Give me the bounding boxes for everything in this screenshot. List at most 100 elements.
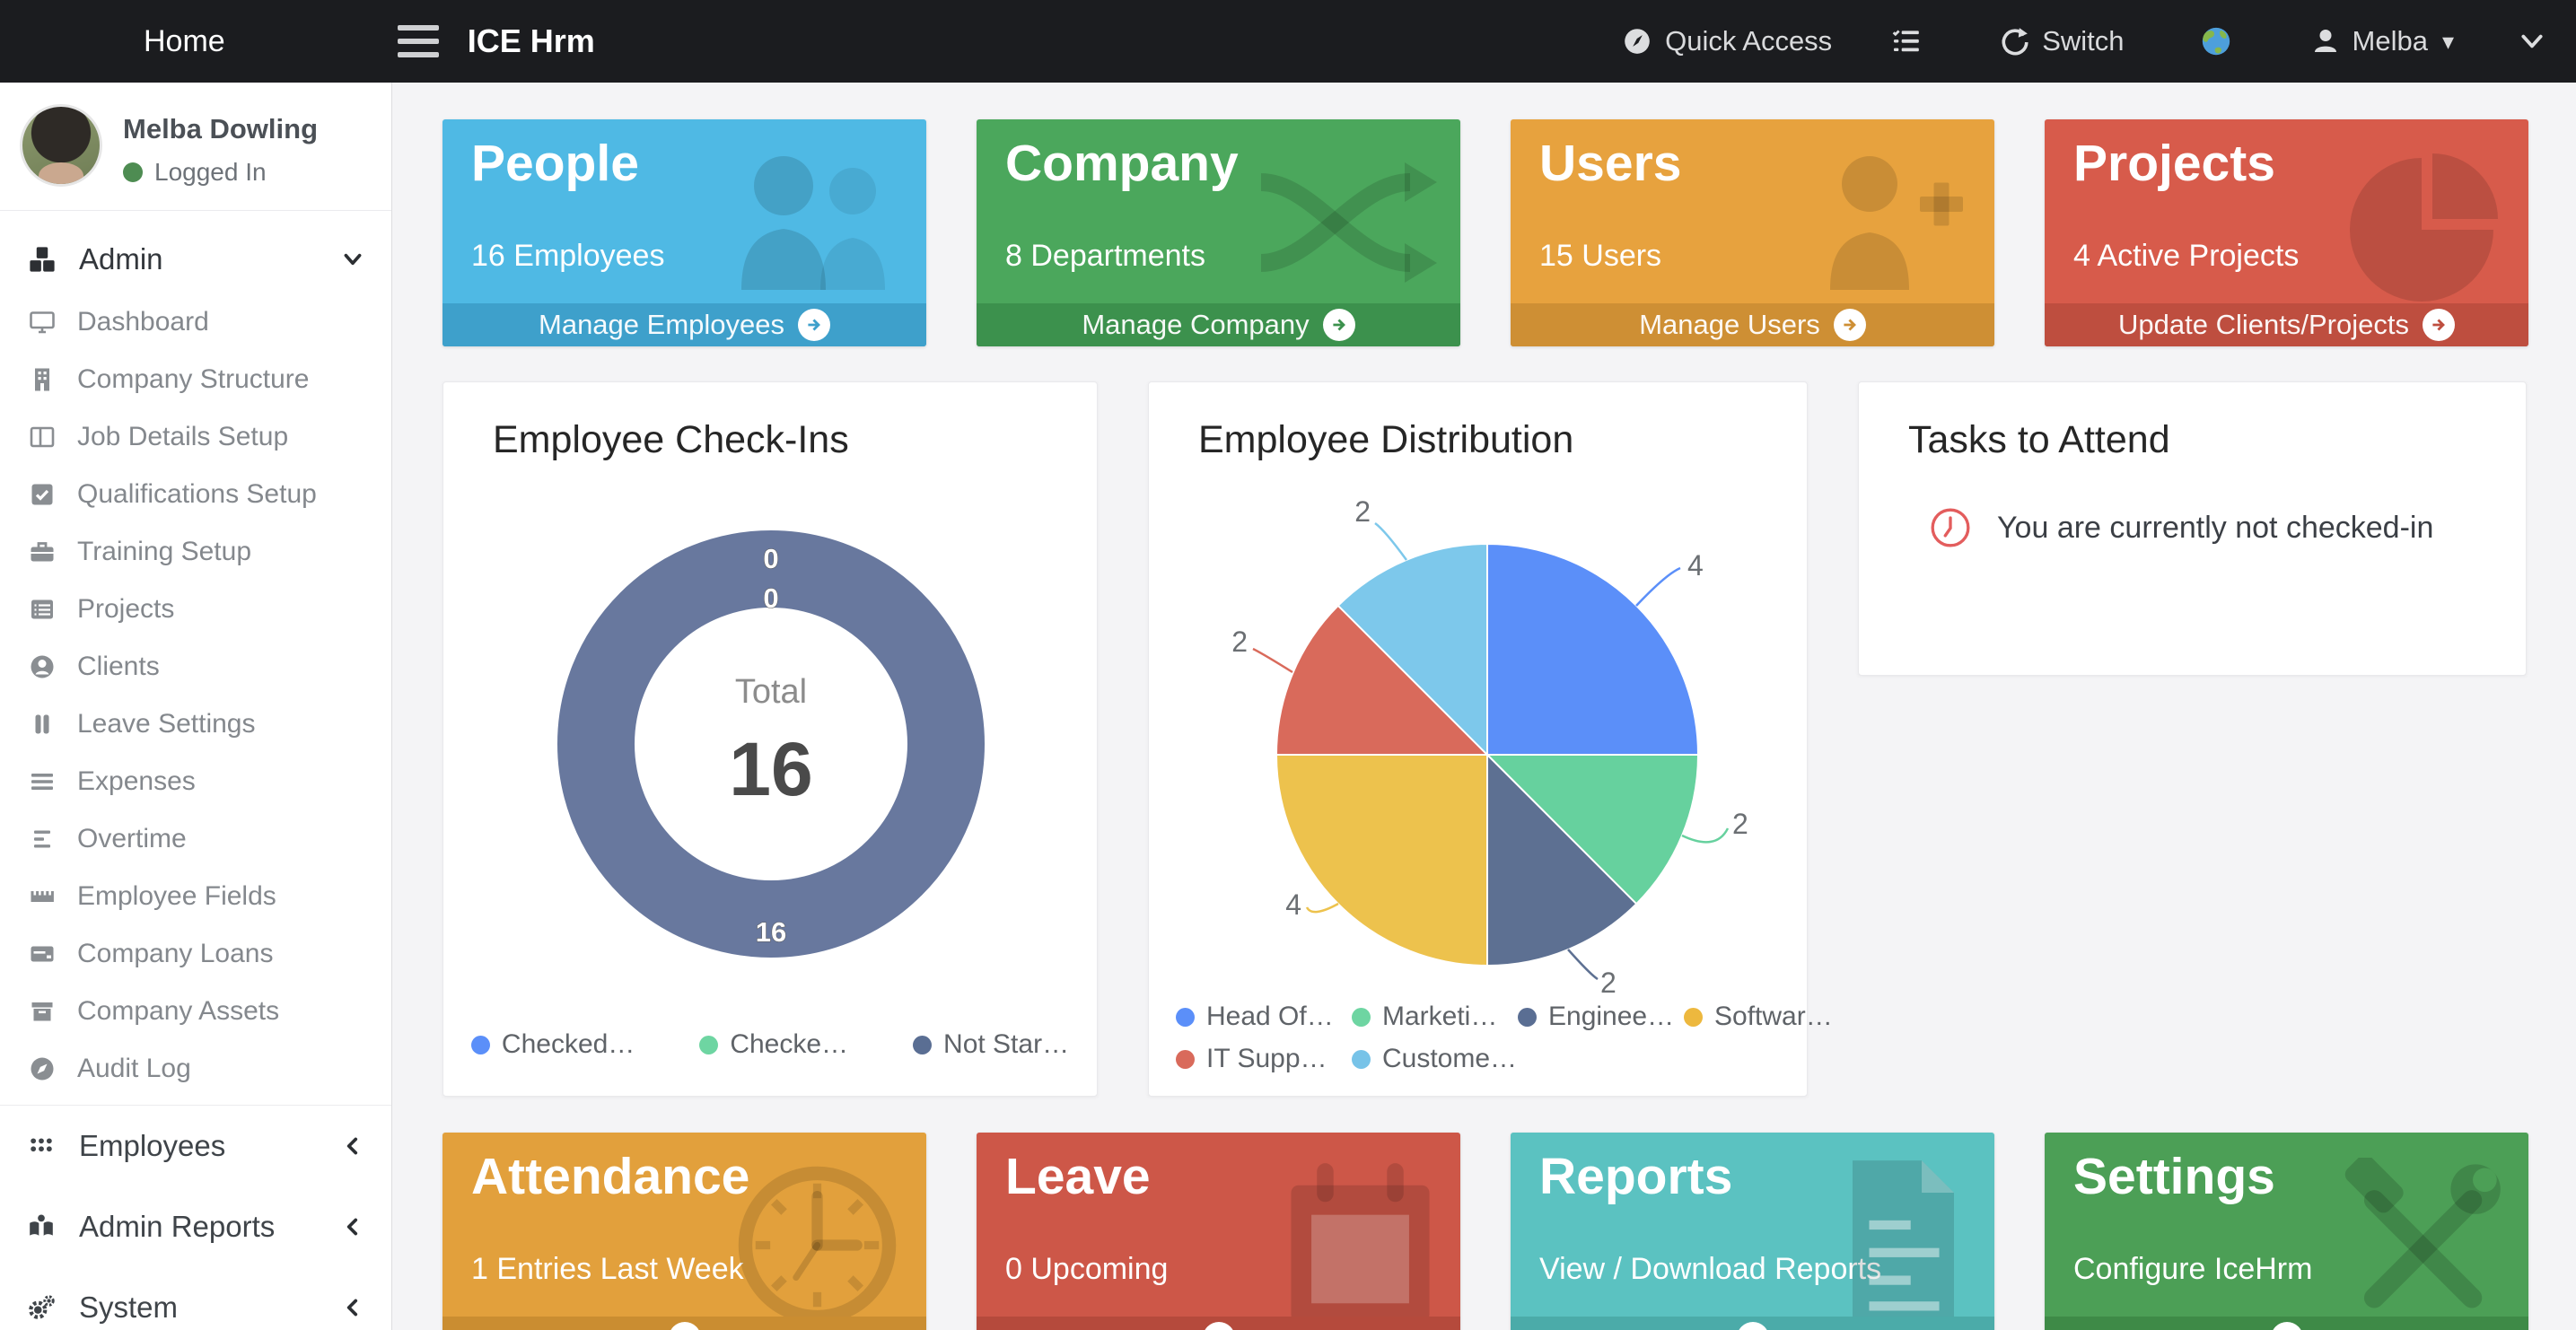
manage-users-link[interactable]: Manage Users bbox=[1511, 303, 1994, 346]
sidebar-section-admin-reports[interactable]: Admin Reports bbox=[0, 1186, 391, 1267]
reports-footer-link[interactable] bbox=[1511, 1317, 1994, 1330]
svg-text:0: 0 bbox=[763, 543, 778, 574]
svg-text:16: 16 bbox=[729, 727, 812, 811]
chart-title: Employee Check-Ins bbox=[493, 418, 849, 461]
columns-icon bbox=[29, 424, 56, 451]
sidebar-item-employee-fields[interactable]: Employee Fields bbox=[0, 868, 391, 925]
nav-home-link[interactable]: Home bbox=[144, 23, 225, 58]
sidebar-item-overtime[interactable]: Overtime bbox=[0, 810, 391, 868]
card-title: Attendance bbox=[471, 1148, 750, 1205]
sidebar-item-projects[interactable]: Projects bbox=[0, 581, 391, 638]
legend-item[interactable]: Custome… bbox=[1352, 1044, 1518, 1074]
switch-button[interactable]: Switch bbox=[1999, 25, 2125, 57]
sidebar-section-employees[interactable]: Employees bbox=[0, 1106, 391, 1186]
arrow-right-icon bbox=[1736, 1322, 1769, 1330]
card-subtitle: 0 Upcoming bbox=[1005, 1252, 1169, 1286]
projects-card[interactable]: Projects 4 Active Projects Update Client… bbox=[2045, 119, 2528, 346]
attendance-footer-link[interactable] bbox=[442, 1317, 926, 1330]
arrow-right-icon bbox=[668, 1322, 701, 1330]
language-globe-icon[interactable] bbox=[2200, 25, 2232, 57]
sidebar-item-company-structure[interactable]: Company Structure bbox=[0, 351, 391, 408]
legend-dot bbox=[699, 1035, 719, 1054]
card-subtitle: Configure IceHrm bbox=[2073, 1252, 2313, 1286]
arrow-right-icon bbox=[798, 309, 830, 341]
legend-item[interactable]: Softwar… bbox=[1684, 1002, 1850, 1032]
arrow-right-icon bbox=[1322, 309, 1355, 341]
sidebar-item-job-details-setup[interactable]: Job Details Setup bbox=[0, 408, 391, 466]
svg-text:2: 2 bbox=[1354, 495, 1371, 528]
checkins-donut-chart: 0 0 16 Total 16 bbox=[557, 530, 985, 958]
person-book-icon bbox=[27, 1212, 57, 1241]
sidebar-item-dashboard[interactable]: Dashboard bbox=[0, 293, 391, 351]
checkins-legend: Checked… Checke… Not Star… bbox=[443, 1029, 1097, 1060]
profile-block: Melba Dowling Logged In bbox=[0, 83, 391, 211]
legend-item[interactable]: Enginee… bbox=[1518, 1002, 1684, 1032]
settings-card[interactable]: Settings Configure IceHrm bbox=[2045, 1133, 2528, 1330]
check-square-icon bbox=[29, 481, 56, 508]
legend-item[interactable]: Head Of… bbox=[1176, 1002, 1352, 1032]
sidebar-section-system[interactable]: System bbox=[0, 1267, 391, 1330]
bottom-card-row: Attendance 1 Entries Last Week Leave 0 U… bbox=[442, 1133, 2576, 1330]
users-card[interactable]: Users 15 Users Manage Users bbox=[1511, 119, 1994, 346]
update-clients-projects-link[interactable]: Update Clients/Projects bbox=[2045, 303, 2528, 346]
building-icon bbox=[29, 366, 56, 393]
sidebar-item-company-assets[interactable]: Company Assets bbox=[0, 983, 391, 1040]
gears-icon bbox=[27, 1293, 57, 1322]
svg-text:Total: Total bbox=[735, 673, 807, 711]
calendar-icon bbox=[1291, 1163, 1430, 1322]
legend-dot bbox=[1518, 1007, 1537, 1027]
align-lines-icon bbox=[29, 826, 56, 853]
profile-status: Logged In bbox=[123, 158, 267, 187]
leave-card[interactable]: Leave 0 Upcoming bbox=[977, 1133, 1460, 1330]
people-card[interactable]: People 16 Employees Manage Employees bbox=[442, 119, 926, 346]
reports-card[interactable]: Reports View / Download Reports bbox=[1511, 1133, 1994, 1330]
card-title: People bbox=[471, 135, 639, 192]
leave-footer-link[interactable] bbox=[977, 1317, 1460, 1330]
svg-text:16: 16 bbox=[756, 916, 786, 948]
status-dot-icon bbox=[123, 162, 143, 182]
avatar[interactable] bbox=[20, 104, 102, 187]
svg-text:2: 2 bbox=[1600, 967, 1617, 999]
user-menu[interactable]: Melba ▾ bbox=[2311, 25, 2454, 57]
card-subtitle: 16 Employees bbox=[471, 239, 665, 273]
sidebar-item-clients[interactable]: Clients bbox=[0, 638, 391, 696]
legend-item[interactable]: Marketi… bbox=[1352, 1002, 1518, 1032]
sidebar-item-qualifications-setup[interactable]: Qualifications Setup bbox=[0, 466, 391, 523]
company-card[interactable]: Company 8 Departments Manage Company bbox=[977, 119, 1460, 346]
status-label: Logged In bbox=[154, 158, 267, 186]
switch-refresh-icon bbox=[2002, 28, 2028, 56]
svg-text:2: 2 bbox=[1732, 808, 1748, 840]
legend-item[interactable]: Checked… bbox=[470, 1029, 635, 1060]
settings-footer-link[interactable] bbox=[2045, 1317, 2528, 1330]
legend-item[interactable]: Checke… bbox=[699, 1029, 848, 1060]
person-plus-icon bbox=[1830, 156, 1963, 290]
card-title: Reports bbox=[1539, 1148, 1733, 1205]
sidebar-item-leave-settings[interactable]: Leave Settings bbox=[0, 696, 391, 753]
chart-title: Employee Distribution bbox=[1198, 418, 1574, 461]
top-navbar: Home ICE Hrm Quick Access Switch Melba ▾ bbox=[0, 0, 2576, 83]
chevron-down-icon bbox=[341, 248, 364, 271]
collapse-navbar-chevron[interactable] bbox=[2519, 28, 2545, 55]
shuffle-icon bbox=[1260, 162, 1437, 283]
navbar-right: Quick Access Switch Melba ▾ bbox=[1622, 25, 2545, 57]
sidebar-item-training-setup[interactable]: Training Setup bbox=[0, 523, 391, 581]
card-title: Projects bbox=[2073, 135, 2275, 192]
sidebar-item-audit-log[interactable]: Audit Log bbox=[0, 1040, 391, 1098]
sidebar-item-expenses[interactable]: Expenses bbox=[0, 753, 391, 810]
legend-dot bbox=[470, 1035, 490, 1054]
legend-item[interactable]: Not Star… bbox=[913, 1029, 1069, 1060]
monitor-icon bbox=[29, 309, 56, 336]
cubes-icon bbox=[27, 244, 57, 275]
quick-access-button[interactable]: Quick Access bbox=[1622, 25, 1832, 57]
hamburger-menu-button[interactable] bbox=[397, 25, 439, 57]
manage-employees-link[interactable]: Manage Employees bbox=[442, 303, 926, 346]
legend-item[interactable]: IT Supp… bbox=[1176, 1044, 1352, 1074]
grid-dots-icon bbox=[27, 1132, 57, 1160]
checklist-icon-button[interactable] bbox=[1891, 26, 1922, 57]
pause-bars-icon bbox=[29, 711, 56, 738]
manage-company-link[interactable]: Manage Company bbox=[977, 303, 1460, 346]
sidebar-section-admin[interactable]: Admin bbox=[0, 225, 391, 293]
arrow-right-icon bbox=[2422, 309, 2455, 341]
sidebar-item-company-loans[interactable]: Company Loans bbox=[0, 925, 391, 983]
attendance-card[interactable]: Attendance 1 Entries Last Week bbox=[442, 1133, 926, 1330]
